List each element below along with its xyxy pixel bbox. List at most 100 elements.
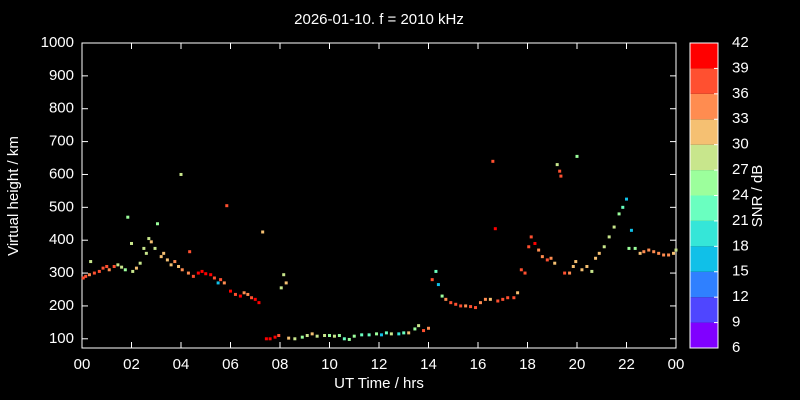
data-point — [134, 266, 138, 270]
data-point — [360, 333, 364, 337]
data-point — [97, 269, 101, 273]
data-point — [212, 276, 216, 280]
x-axis-label: UT Time / hrs — [334, 375, 424, 392]
data-point — [674, 248, 678, 252]
data-point — [427, 326, 430, 330]
data-point — [625, 197, 628, 201]
data-point — [191, 274, 195, 278]
data-point — [107, 268, 111, 272]
data-point — [621, 205, 625, 209]
colorbar-band — [690, 220, 718, 247]
colorbar-tick-label: 24 — [732, 186, 749, 203]
colorbar-tick-label: 9 — [732, 314, 740, 331]
data-point — [169, 263, 173, 267]
data-point — [496, 299, 500, 303]
data-point — [277, 334, 281, 338]
data-point — [204, 272, 208, 276]
data-point — [422, 329, 426, 333]
data-point — [568, 271, 572, 275]
data-point — [180, 268, 184, 272]
data-point — [200, 269, 204, 273]
data-point — [144, 251, 148, 255]
data-point — [112, 264, 116, 268]
data-point — [120, 265, 124, 269]
data-point — [558, 169, 562, 173]
data-point — [293, 337, 297, 341]
data-point — [585, 264, 589, 268]
data-point — [594, 256, 598, 260]
data-point — [347, 337, 351, 341]
data-point — [89, 260, 93, 264]
data-point — [571, 264, 575, 268]
colorbar-band — [690, 119, 718, 145]
data-point — [491, 159, 495, 163]
data-point — [219, 278, 223, 282]
data-point — [512, 296, 516, 300]
data-point — [667, 253, 671, 257]
data-point — [165, 258, 169, 262]
x-tick-label: 08 — [272, 356, 289, 373]
data-point — [196, 271, 200, 275]
data-point — [407, 331, 411, 335]
data-point — [464, 304, 468, 308]
data-point — [225, 204, 229, 208]
data-point — [402, 331, 406, 335]
data-point — [238, 294, 242, 298]
data-point — [131, 269, 135, 273]
x-tick-label: 20 — [569, 356, 586, 373]
colorbar-tick-label: 30 — [732, 136, 749, 153]
data-point — [242, 291, 246, 295]
data-point — [233, 292, 237, 296]
data-point — [657, 251, 661, 255]
colorbar-tick-label: 42 — [732, 34, 749, 51]
data-point — [105, 264, 109, 268]
colorbar-band — [690, 93, 718, 120]
data-point — [287, 336, 291, 340]
data-point — [597, 251, 601, 255]
colorbar-label: SNR / dB — [749, 165, 766, 228]
data-point — [516, 291, 520, 295]
data-point — [617, 212, 621, 216]
data-point — [590, 269, 594, 273]
data-point — [147, 237, 151, 241]
data-point — [138, 261, 142, 265]
colorbar-tick-label: 36 — [732, 85, 749, 102]
x-tick-label: 18 — [519, 356, 536, 373]
y-axis-label: Virtual height / km — [5, 136, 22, 256]
y-tick-label: 700 — [49, 133, 74, 150]
data-point — [153, 246, 157, 250]
data-point — [177, 264, 181, 268]
data-point — [279, 286, 283, 290]
data-point — [553, 261, 557, 265]
data-point — [555, 163, 559, 167]
data-point — [130, 241, 133, 245]
data-point — [315, 334, 319, 338]
data-point — [483, 297, 487, 301]
colorbar-band — [690, 68, 718, 94]
data-point — [454, 302, 458, 306]
data-point — [501, 297, 505, 301]
data-point — [246, 292, 250, 296]
colorbar-tick-label: 6 — [732, 339, 740, 356]
y-tick-label: 500 — [49, 198, 74, 215]
data-point — [173, 260, 177, 264]
colorbar-tick-label: 18 — [732, 237, 749, 254]
data-point — [580, 268, 584, 272]
data-point — [332, 334, 336, 338]
colorbar-band — [690, 297, 718, 323]
data-point — [282, 273, 286, 277]
data-point — [662, 253, 666, 257]
data-point — [375, 332, 379, 336]
data-point — [602, 245, 606, 249]
data-point — [142, 246, 146, 250]
data-point — [126, 215, 130, 219]
data-point — [179, 172, 183, 176]
data-point — [268, 337, 272, 341]
data-point — [533, 241, 537, 245]
data-point — [384, 331, 388, 335]
data-point — [436, 283, 440, 287]
data-point — [379, 333, 383, 337]
data-point — [389, 332, 393, 336]
data-point — [430, 278, 434, 282]
